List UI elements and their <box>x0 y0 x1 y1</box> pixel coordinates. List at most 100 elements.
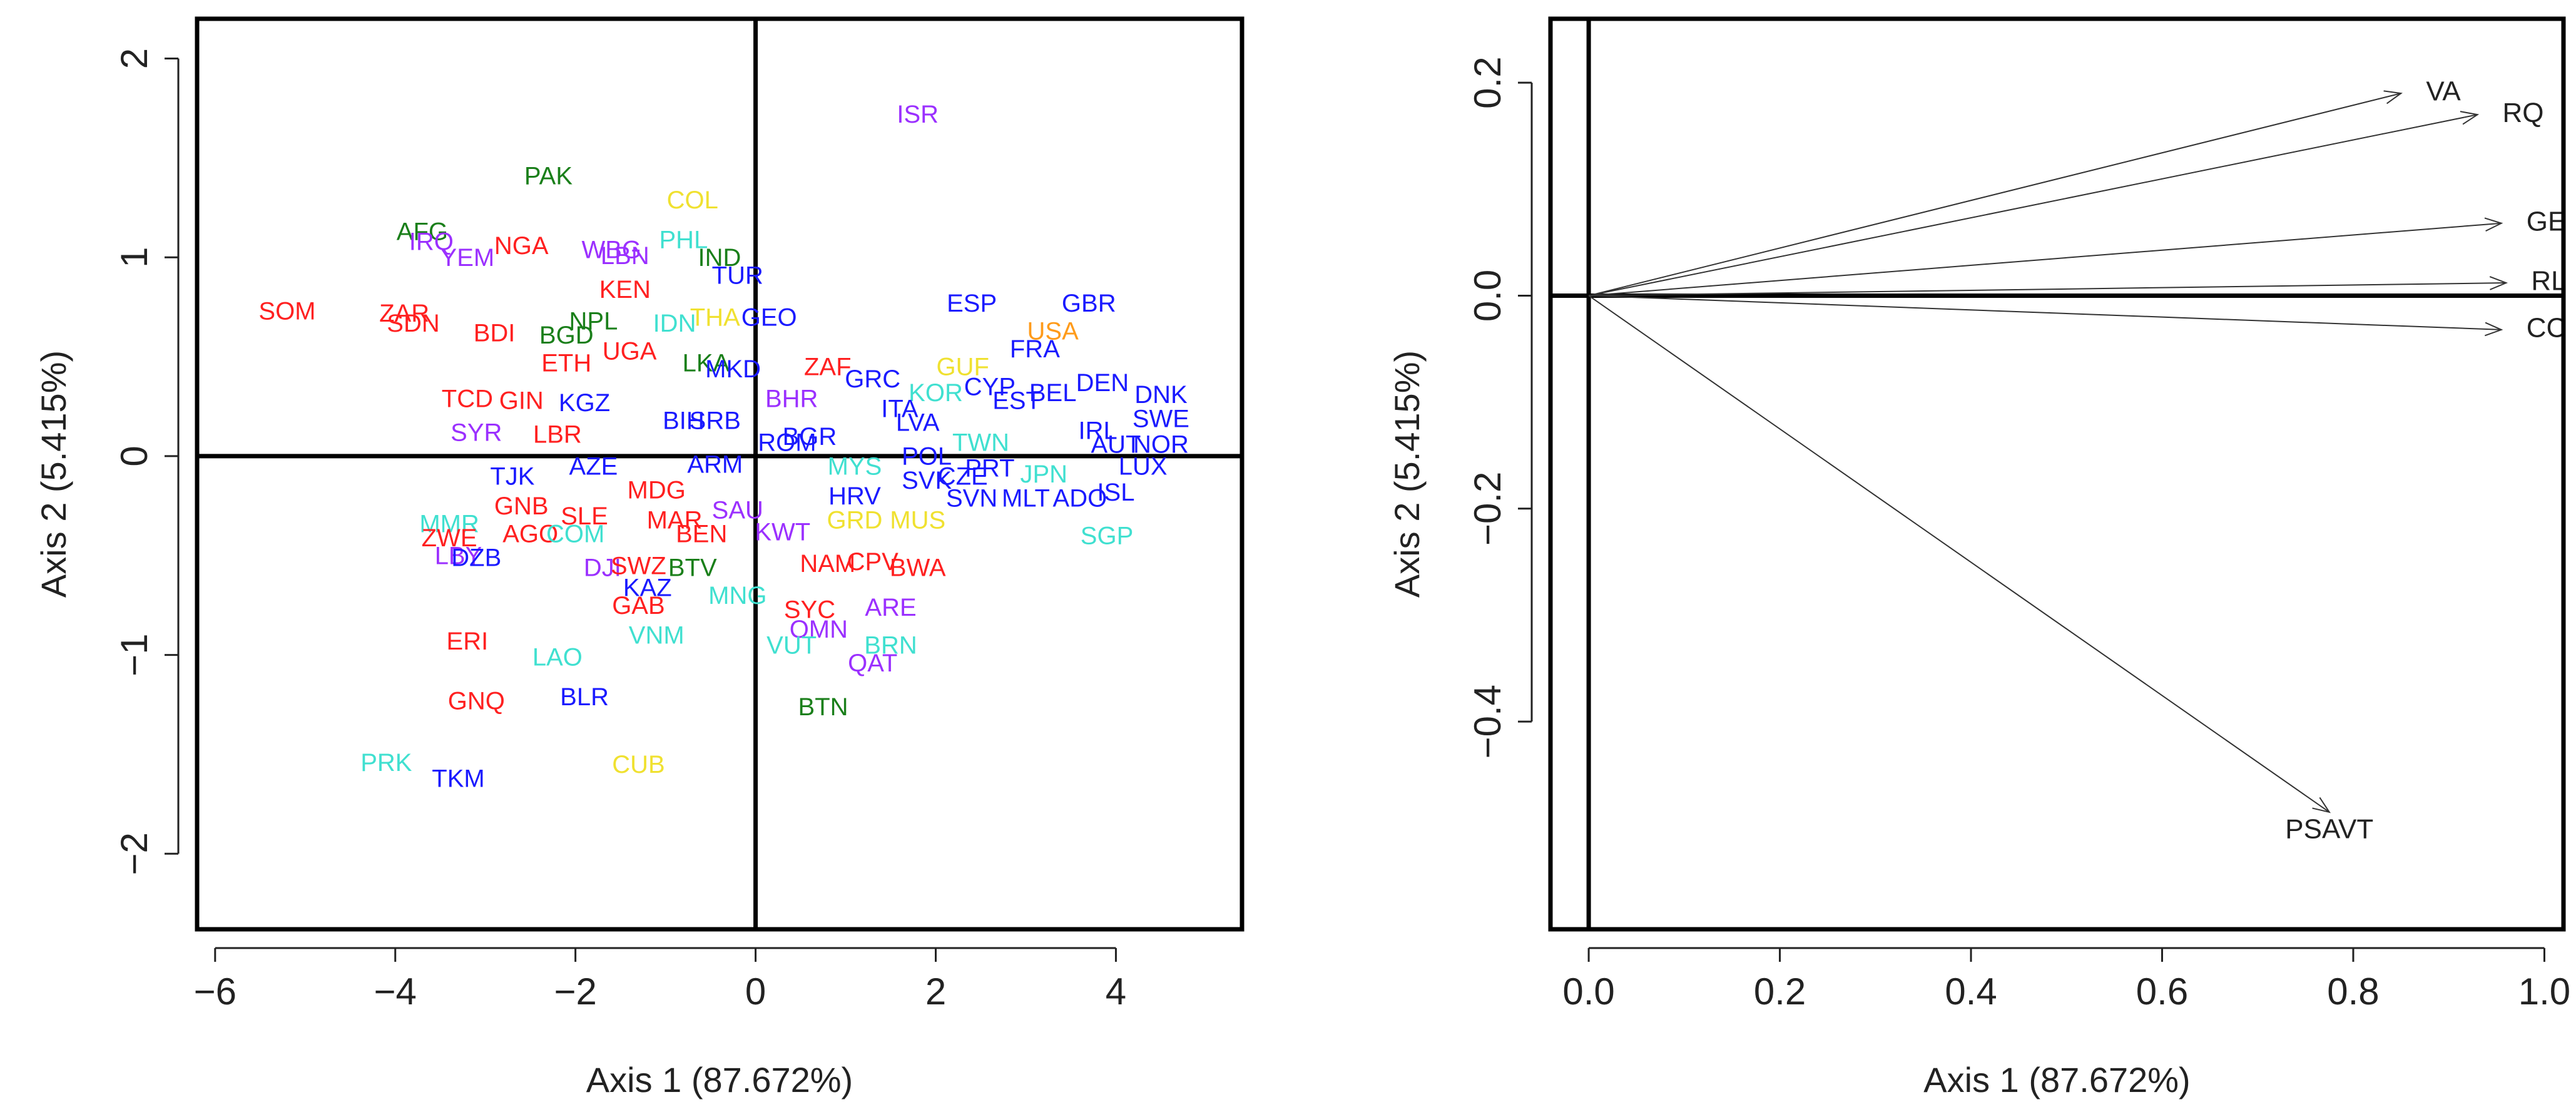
point-label-blr: BLR <box>560 683 609 711</box>
point-label-bhr: BHR <box>765 385 818 413</box>
point-label-mdg: MDG <box>628 477 686 504</box>
point-label-ita: ITA <box>881 395 919 422</box>
scores-y-tick-label: 2 <box>113 48 155 69</box>
point-label-kor: KOR <box>909 379 963 407</box>
loadings-x-tick-label: 0.0 <box>1562 971 1614 1013</box>
point-label-tjk: TJK <box>490 462 534 490</box>
loadings-x-tick-label: 1.0 <box>2518 971 2570 1013</box>
point-label-bel: BEL <box>1029 379 1077 407</box>
scores-plot-frame <box>195 16 1245 932</box>
point-label-tkm: TKM <box>432 765 484 792</box>
point-label-mng: MNG <box>708 582 766 610</box>
point-label-pak: PAK <box>524 163 573 190</box>
point-label-tha: THA <box>690 304 740 331</box>
point-label-twn: TWN <box>952 429 1009 456</box>
point-label-ben: BEN <box>676 521 727 548</box>
point-label-bwa: BWA <box>890 554 946 582</box>
point-label-srb: SRB <box>690 407 741 434</box>
point-label-syr: SYR <box>451 419 502 447</box>
vector-ge <box>1589 222 2502 297</box>
point-label-svk: SVK <box>902 467 952 494</box>
point-label-som: SOM <box>258 298 315 325</box>
scores-x-axis-title: Axis 1 (87.672%) <box>586 1060 853 1099</box>
point-label-are: ARE <box>865 594 916 621</box>
scores-panel: −6 −4 −2 0 2 4 −2 −1 0 1 2 Axis 1 (87.672%) Axis 2 (… <box>34 16 1245 1099</box>
point-label-svn: SVN <box>946 484 997 512</box>
point-label-usa: USA <box>1027 318 1079 345</box>
scores-x-tick-label: 0 <box>745 971 766 1013</box>
point-label-nor: NOR <box>1133 431 1189 459</box>
scores-x-tick-label: 2 <box>925 971 946 1013</box>
point-label-isr: ISR <box>897 101 939 128</box>
vector-arrowhead-ge <box>2484 217 2503 232</box>
loadings-panel: 0.0 0.2 0.4 0.6 0.8 1.0 −0.4 −0.2 0.0 0.2 Axis 1 (… <box>1387 16 2570 1099</box>
point-label-cyp: CYP <box>964 373 1016 400</box>
point-label-bgr: BGR <box>783 423 837 451</box>
point-label-col: COL <box>667 186 718 214</box>
point-label-btn: BTN <box>798 693 848 721</box>
point-label-gbr: GBR <box>1062 290 1116 317</box>
point-label-guf: GUF <box>936 354 989 381</box>
point-label-sdn: SDN <box>387 310 439 337</box>
point-label-wbg: WBG <box>581 236 641 263</box>
vector-label-rl: RL <box>2531 266 2566 297</box>
point-label-afg: AFG <box>397 218 448 246</box>
point-label-vut: VUT <box>766 631 817 659</box>
point-label-prk: PRK <box>360 749 412 777</box>
point-label-bgd: BGD <box>539 322 594 349</box>
point-label-ind: IND <box>698 244 741 272</box>
point-label-esp: ESP <box>947 290 997 317</box>
point-label-grd: GRD <box>827 506 883 534</box>
point-label-lux: LUX <box>1119 453 1168 481</box>
point-label-est: EST <box>992 387 1041 415</box>
point-label-tur: TUR <box>712 262 763 290</box>
loadings-x-axis-title: Axis 1 (87.672%) <box>1923 1060 2190 1099</box>
point-label-mys: MYS <box>828 453 882 481</box>
point-label-cub: CUB <box>612 751 664 778</box>
point-label-ado: ADO <box>1053 484 1107 512</box>
loadings-plot-frame <box>1548 16 2566 932</box>
point-label-dzb: DZB <box>451 544 501 572</box>
vector-cc <box>1589 295 2502 330</box>
point-label-lbr: LBR <box>533 421 582 449</box>
point-label-omn: OMN <box>790 616 848 643</box>
point-label-bdi: BDI <box>474 320 516 347</box>
point-label-lbn: LBN <box>601 242 649 270</box>
point-label-mar: MAR <box>647 506 703 534</box>
loadings-y-tick-label: 0.2 <box>1467 56 1509 108</box>
vector-rl <box>1589 282 2507 297</box>
vector-rq <box>1588 114 2478 297</box>
point-label-kwt: KWT <box>755 518 810 546</box>
vector-label-ge: GE <box>2527 206 2567 237</box>
point-label-swz: SWZ <box>611 552 666 579</box>
vector-psavt <box>1588 295 2330 813</box>
point-label-sgp: SGP <box>1081 523 1133 550</box>
point-label-vnm: VNM <box>629 622 685 650</box>
vector-arrowhead-va <box>2383 90 2403 105</box>
vector-arrowhead-rl <box>2489 276 2508 290</box>
point-label-nam: NAM <box>800 550 855 578</box>
loadings-y-tick-label: 0.0 <box>1467 270 1509 322</box>
point-label-zaf: ZAF <box>804 354 852 381</box>
point-label-brn: BRN <box>864 631 917 659</box>
point-label-btv: BTV <box>668 554 717 582</box>
point-label-cze: CZE <box>938 462 988 490</box>
vector-label-cc: CC <box>2527 313 2567 344</box>
vector-arrowhead-cc <box>2485 322 2503 337</box>
point-label-eth: ETH <box>541 349 591 377</box>
point-label-irl: IRL <box>1079 417 1117 444</box>
point-label-ago: AGO <box>502 521 558 548</box>
point-label-kgz: KGZ <box>559 389 610 417</box>
scores-y-tick-label: 0 <box>113 446 155 466</box>
scores-y-axis-title: Axis 2 (5.415%) <box>34 350 73 598</box>
scores-x-tick-label: −2 <box>554 971 596 1013</box>
point-label-aze: AZE <box>569 453 618 481</box>
point-label-swe: SWE <box>1133 405 1189 432</box>
loadings-x-tick-label: 0.4 <box>1945 971 1997 1013</box>
point-label-ken: KEN <box>599 276 651 304</box>
point-label-gab: GAB <box>612 592 664 620</box>
point-label-hrv: HRV <box>828 482 881 510</box>
point-label-phl: PHL <box>659 226 708 253</box>
loadings-x-tick-label: 0.2 <box>1754 971 1806 1013</box>
point-label-aut: AUT <box>1091 431 1141 459</box>
